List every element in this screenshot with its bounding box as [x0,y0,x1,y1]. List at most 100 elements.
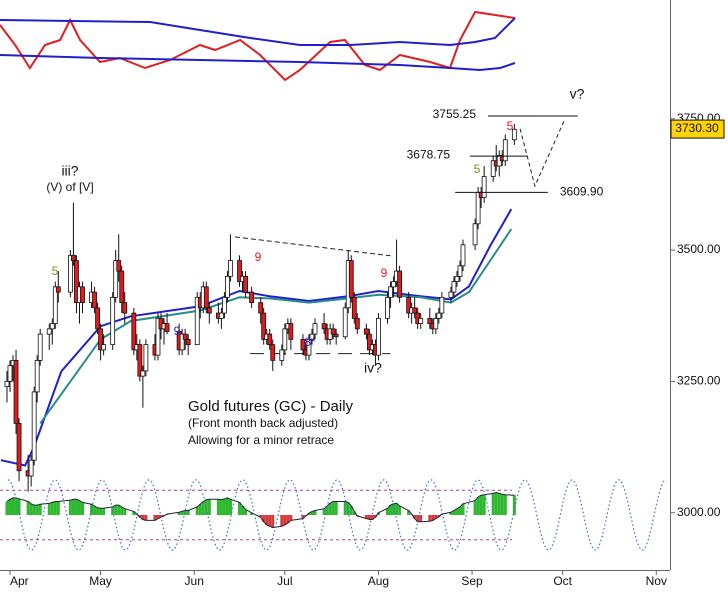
oscillator-bar [431,515,435,521]
oscillator-bar [289,515,293,521]
candle-body [490,160,496,177]
wave-label: (V) of [V] [46,180,93,194]
oscillator-bar [8,499,12,515]
oscillator-bar [120,506,124,515]
wave-label: iii? [61,163,78,179]
oscillator-bar [307,513,311,515]
oscillator-bar [280,515,284,527]
oscillator-bar [476,497,480,515]
candle-body [34,359,40,393]
candle-body [67,254,73,293]
oscillator-bar [96,507,100,515]
candle-body [439,296,445,314]
oscillator-bar [428,515,432,522]
oscillator-bar [228,499,232,515]
oscillator-bar [497,493,501,515]
oscillator-bar [364,515,368,519]
oscillator-bar [80,502,84,515]
oscillator-bar [416,515,420,522]
oscillator-bar [29,503,33,515]
oscillator-bar [111,506,115,515]
last-price-tag [670,119,725,139]
oscillator-bar [455,508,459,515]
oscillator-bar [479,495,483,515]
oscillator-bar [68,500,72,515]
candle-body [31,391,37,461]
oscillator-bar [349,506,353,515]
oscillator-bar [77,500,81,515]
oscillator-bar [156,515,160,519]
oscillator-bar [482,494,486,515]
oscillator-bar [413,515,417,519]
candle-body [406,296,412,314]
indicator-line [0,54,516,72]
candle-body [137,344,143,377]
oscillator-bar [370,515,374,520]
oscillator-bar [38,504,42,515]
candle-body [333,333,339,338]
candle-body [13,359,19,424]
candle-body [80,286,85,303]
candle-body [122,302,128,314]
oscillator-bar [5,501,9,515]
oscillator-bar [219,499,223,515]
candle-body [143,344,149,372]
oscillator-bar [204,499,208,515]
chart-subtitle: Allowing for a minor retrace [188,433,334,447]
oscillator-bar [322,508,326,515]
candle-body [110,296,116,346]
x-tick-label: Jul [277,574,292,588]
candle-body [460,244,466,267]
candle-body [249,291,255,303]
count-label: 5 [507,119,514,133]
candle-body [397,270,402,298]
oscillator-line [6,491,515,529]
candle-body [95,307,100,330]
candle-body [185,338,191,346]
candle-body [225,275,230,298]
candle-body [49,323,55,330]
candle-body [282,328,288,351]
candle-body [182,333,188,340]
count-label: 5 [474,162,481,176]
candle-body [228,260,233,277]
candle-body [427,317,433,325]
candle-body [312,323,318,335]
oscillator-bar [74,499,78,515]
candle-body [454,275,460,282]
candle-body [457,265,463,277]
oscillator-bar [195,506,199,515]
oscillator-bar [386,508,390,515]
candle-body [7,365,13,382]
oscillator-bar [222,498,226,515]
candle-body [52,286,58,325]
count-label: 8* [304,335,316,349]
candle-body [74,260,79,303]
candle-body [140,370,146,377]
candle-body [351,296,357,319]
oscillator-bar [259,515,263,518]
candle-body [412,307,418,314]
candle-body [511,128,517,141]
oscillator-bar [334,501,338,515]
x-tick-label: Nov [646,574,667,588]
candle-body [237,260,242,282]
oscillator-bar [216,499,220,515]
oscillator-bar [14,497,18,515]
oscillator-bar [244,509,248,515]
candle-body [502,139,508,162]
candle-body [481,176,487,198]
candle-body [451,281,457,293]
candle-body [203,286,209,309]
oscillator-bar [503,494,507,515]
candle-body [354,317,360,330]
oscillator-bar [310,511,314,515]
oscillator-bar [331,501,335,515]
candle-body [206,307,212,314]
candle-body [98,328,103,351]
candle-body [92,291,97,309]
x-tick-label: Sep [461,574,483,588]
oscillator-bar [491,493,495,515]
